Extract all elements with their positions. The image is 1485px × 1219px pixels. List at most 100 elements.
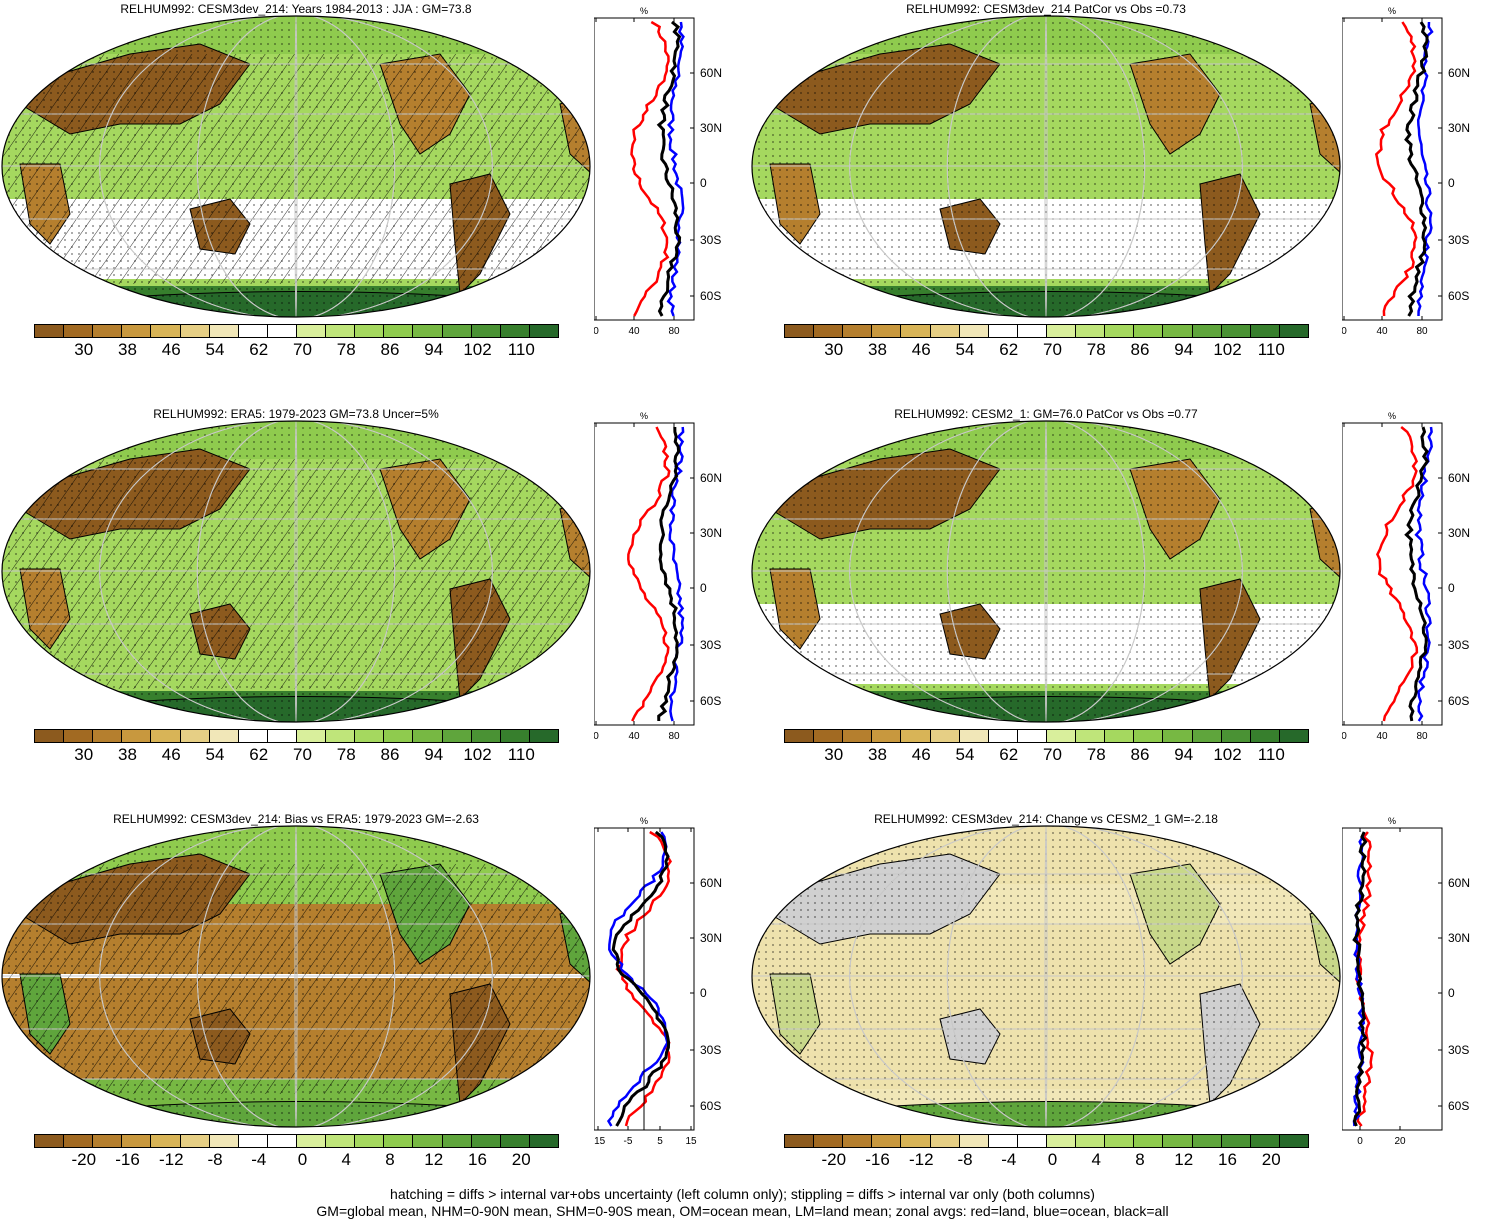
colorbar-swatch — [1279, 730, 1308, 742]
zonal-curve — [615, 830, 672, 1127]
colorbar-swatch — [1076, 1135, 1106, 1147]
colorbar-label: -20 — [821, 1150, 847, 1169]
zonal-lat-label: 60S — [1448, 1099, 1469, 1113]
zonal-unit-label: % — [1388, 411, 1396, 421]
panel-p3: RELHUM992: ERA5: 1979-2023 GM=73.8 Uncer… — [0, 405, 740, 805]
panel-p5: RELHUM992: CESM3dev_214: Bias vs ERA5: 1… — [0, 810, 740, 1210]
colorbar — [784, 324, 1309, 338]
colorbar-label: 38 — [868, 745, 887, 764]
colorbar-swatch — [785, 325, 815, 337]
colorbar-swatch — [267, 730, 297, 742]
colorbar-swatch — [500, 325, 530, 337]
colorbar-swatch — [1076, 325, 1106, 337]
colorbar-swatch — [471, 730, 501, 742]
colorbar-swatch — [122, 1135, 152, 1147]
zonal-lat-label: 60S — [700, 694, 721, 708]
colorbar-label: 94 — [424, 340, 444, 359]
colorbar-label: -16 — [865, 1150, 890, 1169]
colorbar-swatch — [209, 730, 239, 742]
zonal-x-tick-label: 0 — [1357, 1136, 1363, 1147]
colorbar-swatch — [988, 1135, 1018, 1147]
colorbar-label: 110 — [507, 745, 535, 764]
zonal-lat-label: 0 — [1448, 986, 1455, 1000]
zonal-lat-label: 0 — [700, 986, 707, 1000]
colorbar-swatch — [35, 325, 65, 337]
colorbar-swatch — [500, 1135, 530, 1147]
colorbar-labels: 30 38 46 54 62 70 78 86 94 102 110 — [784, 745, 1309, 767]
colorbar-swatch — [384, 730, 414, 742]
colorbar-label: 54 — [955, 340, 975, 359]
colorbar-swatch — [843, 325, 873, 337]
colorbar-swatch — [326, 325, 356, 337]
panel-title: RELHUM992: ERA5: 1979-2023 GM=73.8 Uncer… — [153, 407, 439, 421]
zonal-x-tick-label: 40 — [628, 326, 640, 337]
colorbar-label: 20 — [511, 1150, 531, 1169]
colorbar-label: 102 — [1213, 745, 1242, 764]
zonal-lat-label: 0 — [700, 176, 707, 190]
colorbar-label: 86 — [380, 340, 400, 359]
zonal-x-tick-label: 0 — [1342, 731, 1347, 742]
zonal-lat-label: 30S — [1448, 1043, 1469, 1057]
colorbar-swatch — [1046, 730, 1077, 742]
zonal-lat-label: 60N — [700, 66, 722, 80]
colorbar-label: 70 — [293, 745, 312, 764]
colorbar-swatch — [529, 1135, 558, 1147]
colorbar-swatch — [785, 730, 815, 742]
colorbar-swatch — [930, 730, 960, 742]
zonal-lat-label: 30S — [700, 1043, 721, 1057]
colorbar-label: 54 — [205, 340, 225, 359]
colorbar-swatch — [413, 1135, 443, 1147]
zonal-curve — [606, 831, 669, 1127]
colorbar-swatch — [1046, 1135, 1077, 1147]
zonal-x-tick-label: 5 — [657, 1136, 663, 1147]
zonal-curve — [657, 426, 681, 722]
colorbar-label: 110 — [1257, 745, 1285, 764]
colorbar-labels: 30 38 46 54 62 70 78 86 94 102 110 — [784, 340, 1309, 362]
zonal-unit-label: % — [1388, 6, 1396, 16]
colorbar-swatch — [814, 730, 844, 742]
zonal-x-tick-label: 80 — [668, 326, 680, 337]
colorbar-swatch — [1221, 730, 1251, 742]
colorbar-swatch — [209, 325, 239, 337]
colorbar-label: 54 — [205, 745, 225, 764]
colorbar-swatch — [209, 1135, 239, 1147]
colorbar-label: 30 — [824, 340, 844, 359]
colorbar-label: 102 — [1213, 340, 1242, 359]
colorbar — [784, 729, 1309, 743]
colorbar-swatch — [180, 730, 210, 742]
colorbar-label: 94 — [1174, 745, 1194, 764]
robinson-map — [1, 825, 591, 1128]
colorbar-label: 86 — [1130, 340, 1150, 359]
zonal-curve — [1404, 21, 1429, 317]
zonal-x-tick-label: 15 — [685, 1136, 697, 1147]
colorbar-swatch — [1105, 325, 1135, 337]
colorbar-swatch — [1134, 730, 1164, 742]
colorbar-swatch — [843, 1135, 873, 1147]
zonal-lat-label: 60N — [1448, 876, 1470, 890]
robinson-map — [751, 420, 1341, 723]
colorbar-label: 70 — [1043, 745, 1062, 764]
colorbar-label: 4 — [341, 1150, 351, 1169]
colorbar-labels: -20 -16 -12 -8 -4 0 4 8 12 16 20 — [34, 1150, 559, 1172]
zonal-curve — [1404, 426, 1430, 722]
colorbar-swatch — [1163, 1135, 1193, 1147]
zonal-x-tick-label: 0 — [594, 731, 599, 742]
colorbar-label: 78 — [336, 340, 356, 359]
colorbar-label: 16 — [1218, 1150, 1237, 1169]
colorbar-swatch — [267, 1135, 297, 1147]
colorbar-label: 62 — [999, 340, 1019, 359]
colorbar-swatch — [1221, 325, 1251, 337]
zonal-lat-label: 60N — [700, 876, 722, 890]
colorbar-swatch — [901, 325, 931, 337]
zonal-curve — [656, 20, 682, 317]
colorbar-label: 62 — [249, 340, 269, 359]
zonal-lat-label: 60N — [700, 471, 722, 485]
colorbar-label: 38 — [118, 340, 137, 359]
colorbar-swatch — [355, 730, 385, 742]
zonal-curve — [1374, 21, 1418, 317]
zonal-x-tick-label: 0 — [594, 326, 599, 337]
colorbar-swatch — [151, 325, 181, 337]
colorbar-label: 46 — [161, 340, 181, 359]
colorbar-label: -4 — [251, 1150, 267, 1169]
colorbar-swatch — [384, 325, 414, 337]
